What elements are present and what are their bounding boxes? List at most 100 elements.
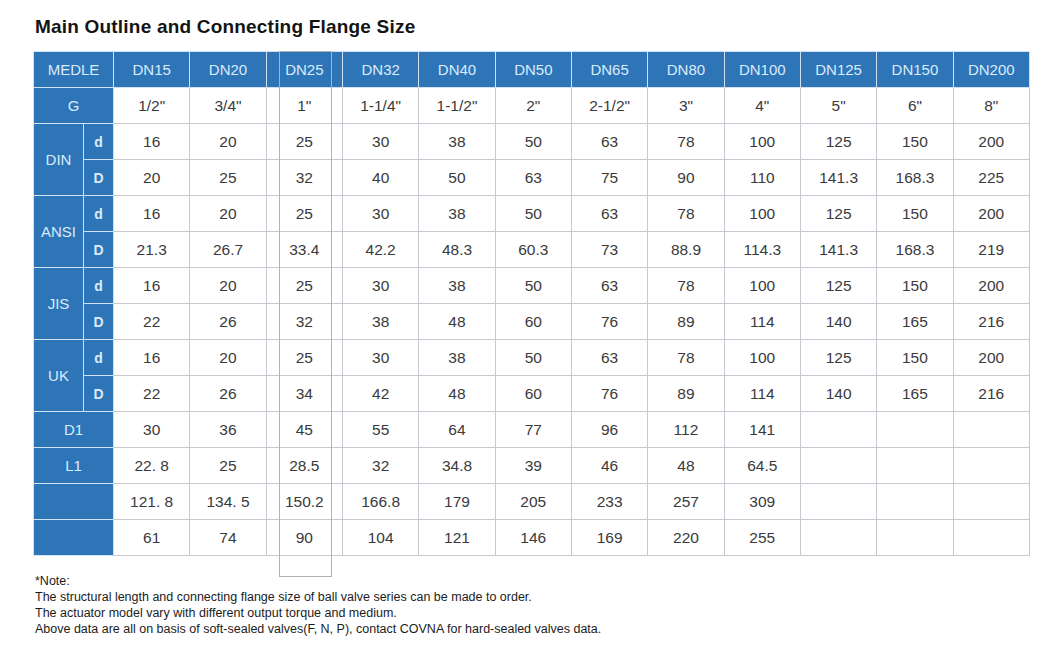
table-cell: 26 [190,376,266,412]
table-cell: 45 [266,412,342,448]
table-cell: 2-1/2" [571,88,647,124]
table-cell: 75 [571,160,647,196]
table-cell: 220 [648,520,724,556]
column-header-dn50: DN50 [495,52,571,88]
table-cell: 48.3 [419,232,495,268]
table-cell: 4" [724,88,800,124]
table-cell: 219 [953,232,1029,268]
table-cell: 169 [571,520,647,556]
table-cell: 39 [495,448,571,484]
table-cell: 33.4 [266,232,342,268]
table-cell: 46 [571,448,647,484]
row-group-label-jis: JIS [34,268,84,340]
column-header-dn20: DN20 [190,52,266,88]
table-cell: 77 [495,412,571,448]
row-group-label-din: DIN [34,124,84,196]
table-cell: 61 [114,520,190,556]
flange-table-body: G1/2"3/4"1"1-1/4"1-1/2"2"2-1/2"3"4"5"6"8… [34,88,1030,556]
table-cell: 25 [266,124,342,160]
table-cell: 60 [495,376,571,412]
table-cell: 60.3 [495,232,571,268]
table-cell: 121 [419,520,495,556]
table-row-din-d: DINd1620253038506378100125150200 [34,124,1030,160]
table-cell: 50 [495,124,571,160]
column-header-dn200: DN200 [953,52,1029,88]
table-cell: 233 [571,484,647,520]
table-cell: 25 [266,340,342,376]
sub-row-label-d: d [84,196,114,232]
table-cell: 125 [800,268,876,304]
table-cell: 110 [724,160,800,196]
row-label-blank-2 [34,520,114,556]
table-cell: 6" [877,88,953,124]
table-cell: 22 [114,376,190,412]
table-cell [953,412,1029,448]
sub-row-label-d: d [84,268,114,304]
table-cell: 1-1/2" [419,88,495,124]
page: Main Outline and Connecting Flange Size … [0,0,1060,637]
table-cell: 134. 5 [190,484,266,520]
table-cell: 21.3 [114,232,190,268]
table-cell: 73 [571,232,647,268]
table-cell: 146 [495,520,571,556]
table-cell [800,520,876,556]
table-cell: 100 [724,340,800,376]
table-cell: 104 [342,520,418,556]
note-line: Above data are all on basis of soft-seal… [35,621,1030,637]
table-cell: 216 [953,376,1029,412]
table-cell: 50 [419,160,495,196]
table-cell: 100 [724,268,800,304]
table-cell: 63 [571,268,647,304]
table-cell: 38 [419,340,495,376]
column-header-dn80: DN80 [648,52,724,88]
flange-size-table: MEDLEDN15DN20DN25DN32DN40DN50DN65DN80DN1… [33,51,1030,556]
table-cell: 150 [877,340,953,376]
table-cell: 114.3 [724,232,800,268]
row-group-label-uk: UK [34,340,84,412]
table-cell: 2" [495,88,571,124]
table-cell: 255 [724,520,800,556]
table-cell: 165 [877,376,953,412]
table-row-blank-2: 617490104121146169220255 [34,520,1030,556]
sub-row-label-D: D [84,304,114,340]
table-cell: 141.3 [800,160,876,196]
table-row-din-D: D2025324050637590110141.3168.3225 [34,160,1030,196]
table-cell: 78 [648,196,724,232]
table-cell: 34.8 [419,448,495,484]
table-cell: 205 [495,484,571,520]
table-cell: 50 [495,340,571,376]
table-cell: 1-1/4" [342,88,418,124]
table-cell: 20 [190,196,266,232]
table-cell: 1/2" [114,88,190,124]
sub-row-label-d: d [84,124,114,160]
table-cell: 8" [953,88,1029,124]
table-cell: 141 [724,412,800,448]
table-cell: 179 [419,484,495,520]
table-cell: 30 [342,124,418,160]
table-cell: 90 [266,520,342,556]
table-cell: 36 [190,412,266,448]
table-cell: 20 [114,160,190,196]
table-cell: 25 [266,268,342,304]
footnotes: *Note: The structural length and connect… [35,573,1030,637]
table-cell: 96 [571,412,647,448]
table-cell: 25 [190,160,266,196]
table-cell: 40 [342,160,418,196]
sub-row-label-D: D [84,232,114,268]
table-cell: 50 [495,196,571,232]
table-cell: 112 [648,412,724,448]
table-cell: 20 [190,268,266,304]
table-cell: 30 [342,268,418,304]
table-cell: 76 [571,376,647,412]
table-cell: 30 [114,412,190,448]
table-cell: 140 [800,376,876,412]
table-cell: 38 [419,196,495,232]
table-cell: 38 [419,124,495,160]
table-cell: 125 [800,340,876,376]
table-cell: 16 [114,196,190,232]
table-cell: 22 [114,304,190,340]
table-cell: 63 [571,196,647,232]
table-cell: 257 [648,484,724,520]
table-cell [800,448,876,484]
table-cell: 38 [342,304,418,340]
